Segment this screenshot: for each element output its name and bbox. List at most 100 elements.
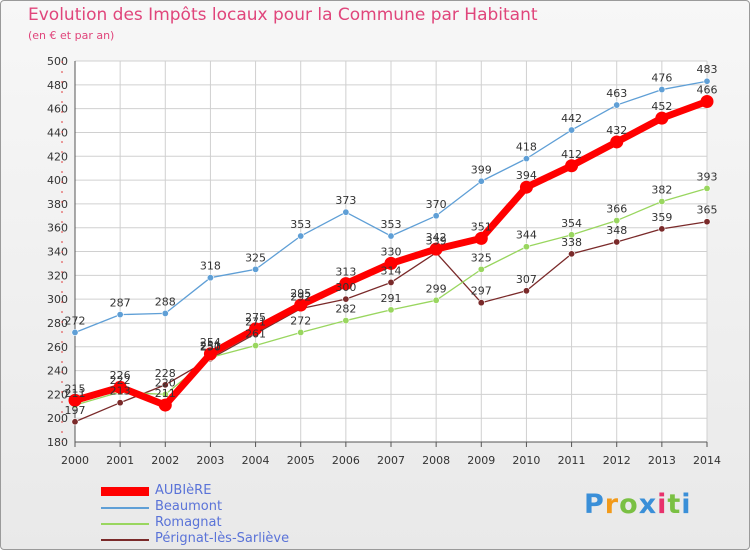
series-point bbox=[703, 77, 711, 85]
x-tick-label: 2005 bbox=[287, 454, 315, 467]
data-label: 325 bbox=[471, 251, 492, 264]
x-tick-label: 2006 bbox=[332, 454, 360, 467]
data-label: 211 bbox=[65, 387, 86, 400]
data-label: 399 bbox=[471, 163, 492, 176]
series-point bbox=[384, 256, 398, 270]
series-point bbox=[342, 317, 350, 325]
series-point bbox=[71, 418, 79, 426]
logo-letter: o bbox=[619, 489, 639, 520]
data-label: 307 bbox=[516, 273, 537, 286]
logo-letter: x bbox=[638, 489, 658, 520]
data-label: 295 bbox=[290, 287, 311, 300]
series-point bbox=[252, 342, 260, 350]
series-point bbox=[113, 380, 127, 394]
series-point bbox=[297, 328, 305, 336]
series-lines bbox=[68, 77, 714, 426]
data-label: 344 bbox=[516, 229, 537, 242]
data-label: 342 bbox=[426, 231, 447, 244]
series-point bbox=[387, 306, 395, 314]
series-point bbox=[568, 126, 576, 134]
data-label: 228 bbox=[155, 367, 176, 380]
data-label: 220 bbox=[155, 376, 176, 389]
data-label: 272 bbox=[65, 314, 86, 327]
proxiti-logo: Proxiti bbox=[584, 489, 692, 520]
data-label: 354 bbox=[561, 217, 582, 230]
series-point bbox=[387, 232, 395, 240]
y-tick-label: 440 bbox=[47, 126, 68, 139]
series-point bbox=[613, 101, 621, 109]
series-point bbox=[703, 184, 711, 192]
series-point bbox=[161, 309, 169, 317]
series-point bbox=[387, 278, 395, 286]
series-point bbox=[477, 177, 485, 185]
data-label: 213 bbox=[110, 385, 131, 398]
data-label: 365 bbox=[697, 204, 718, 217]
logo-letter: r bbox=[604, 489, 620, 520]
x-tick-label: 2001 bbox=[106, 454, 134, 467]
series-point bbox=[610, 135, 624, 149]
y-tick-label: 340 bbox=[47, 246, 68, 259]
series-point bbox=[161, 381, 169, 389]
x-tick-label: 2012 bbox=[603, 454, 631, 467]
data-label: 197 bbox=[65, 404, 86, 417]
data-label: 222 bbox=[110, 374, 131, 387]
data-label: 300 bbox=[335, 281, 356, 294]
y-tick-label: 280 bbox=[47, 317, 68, 330]
data-label: 452 bbox=[651, 100, 672, 113]
y-tick-label: 460 bbox=[47, 103, 68, 116]
series-point bbox=[522, 243, 530, 251]
data-label: 272 bbox=[290, 314, 311, 327]
y-tick-label: 500 bbox=[47, 55, 68, 68]
data-label: 226 bbox=[110, 369, 131, 382]
x-tick-label: 2004 bbox=[242, 454, 270, 467]
series-point bbox=[294, 298, 308, 312]
y-tick-label: 180 bbox=[47, 436, 68, 449]
series-point bbox=[658, 86, 666, 94]
series-point bbox=[249, 322, 263, 336]
data-label: 254 bbox=[200, 336, 221, 349]
chart-title: Evolution des Impôts locaux pour la Comm… bbox=[28, 5, 538, 25]
data-label: 287 bbox=[110, 297, 131, 310]
chart-subtitle: (en € et par an) bbox=[28, 29, 115, 42]
data-label: 339 bbox=[426, 235, 447, 248]
data-label: 275 bbox=[245, 311, 266, 324]
series-point bbox=[613, 238, 621, 246]
x-tick-label: 2000 bbox=[61, 454, 89, 467]
data-label: 325 bbox=[245, 251, 266, 264]
y-tick-label: 240 bbox=[47, 365, 68, 378]
data-label: 282 bbox=[335, 303, 356, 316]
y-tick-label: 220 bbox=[47, 388, 68, 401]
data-label: 382 bbox=[651, 183, 672, 196]
series-point bbox=[297, 232, 305, 240]
data-label: 288 bbox=[155, 295, 176, 308]
series-point bbox=[655, 111, 669, 125]
x-tick-label: 2010 bbox=[512, 454, 540, 467]
data-label: 412 bbox=[561, 148, 582, 161]
series-point bbox=[203, 347, 217, 361]
series-point bbox=[116, 311, 124, 319]
y-tick-label: 400 bbox=[47, 174, 68, 187]
data-label: 466 bbox=[697, 83, 718, 96]
y-tick-label: 320 bbox=[47, 269, 68, 282]
series-point bbox=[432, 296, 440, 304]
legend-label: Romagnat bbox=[155, 515, 222, 530]
series-point bbox=[658, 197, 666, 205]
data-label: 271 bbox=[245, 316, 266, 329]
data-label: 432 bbox=[606, 124, 627, 137]
series-point bbox=[565, 159, 579, 173]
y-tick-label: 260 bbox=[47, 341, 68, 354]
logo-letter: i bbox=[657, 489, 668, 520]
data-label: 353 bbox=[381, 218, 402, 231]
data-labels: 215 226 211 254 275 295 313 330 342 351 394 412 432 4… bbox=[65, 63, 718, 417]
series-point bbox=[71, 328, 79, 336]
series-point bbox=[68, 393, 82, 407]
y-tick-label: 200 bbox=[47, 412, 68, 425]
series-point bbox=[342, 208, 350, 216]
x-tick-label: 2007 bbox=[377, 454, 405, 467]
data-label: 261 bbox=[245, 328, 266, 341]
series-point bbox=[206, 274, 214, 282]
data-label: 353 bbox=[290, 218, 311, 231]
data-label: 359 bbox=[651, 211, 672, 224]
y-tick-label: 420 bbox=[47, 150, 68, 163]
